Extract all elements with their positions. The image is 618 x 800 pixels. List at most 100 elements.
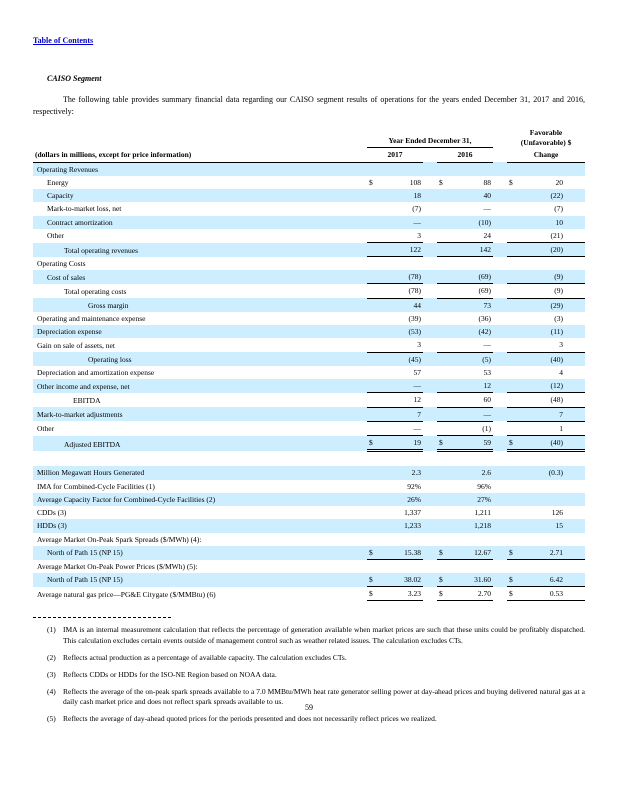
- dollar-sign-cell: $: [437, 586, 449, 602]
- table-row: Mark-to-market adjustments 7 — 7: [33, 407, 586, 422]
- column-gap-cell: [423, 270, 437, 284]
- header-spacer-cell: [33, 127, 367, 148]
- value-cell: (7): [554, 204, 564, 214]
- column-gap-cell: [565, 202, 585, 215]
- value-cell: 2.6: [449, 466, 494, 480]
- value-cell: (48): [519, 392, 566, 408]
- value-cell: 3.23: [379, 586, 423, 602]
- dollar-sign-cell: [367, 379, 379, 393]
- value-cell: 38.02: [379, 572, 423, 588]
- footnote-text: Reflects CDDs or HDDs for the ISO-NE Reg…: [63, 669, 277, 679]
- value-cell: 7: [519, 407, 566, 422]
- column-gap-cell: [493, 466, 508, 480]
- footnote-text: IMA is an internal measurement calculati…: [63, 625, 585, 645]
- column-gap-cell: [565, 242, 586, 258]
- dollar-sign-cell: [367, 392, 379, 408]
- row-label: Mark-to-market adjustments: [33, 407, 367, 422]
- row-label: North of Path 15 (NP 15): [33, 545, 367, 560]
- dollar-sign-cell: [507, 325, 520, 339]
- value-cell: (69): [449, 283, 494, 299]
- dollar-sign-cell: $: [507, 572, 520, 588]
- row-label: HDDs (3): [33, 519, 367, 533]
- value-cell: [519, 492, 566, 507]
- dollar-sign-cell: [367, 533, 379, 546]
- column-gap-cell: [565, 586, 586, 602]
- value-cell: (39): [408, 313, 422, 323]
- table-of-contents-link[interactable]: Table of Contents: [33, 36, 94, 45]
- dollar-sign-cell: [437, 519, 449, 533]
- value-cell: [379, 533, 423, 546]
- value-cell: —: [483, 204, 492, 214]
- dollar-sign-cell: [437, 407, 449, 422]
- column-gap-cell: [493, 312, 507, 325]
- dollar-sign-cell: [507, 229, 519, 243]
- header-spacer-cell: [493, 148, 507, 162]
- table-row: Other — (1) 1: [33, 421, 586, 437]
- row-label: Depreciation expense: [33, 325, 367, 339]
- row-label: Gain on sale of assets, net: [37, 340, 115, 350]
- table-row: Adjusted EBITDA $19 $59 $ (40): [33, 435, 586, 453]
- column-gap-cell: [565, 176, 585, 189]
- value-cell: 18: [379, 189, 423, 203]
- value-cell: 1,218: [449, 519, 494, 533]
- column-gap-cell: [565, 229, 585, 243]
- header-row-1: Year Ended December 31, Favorable (Unfav…: [33, 127, 585, 149]
- dollar-sign-cell: [367, 189, 379, 203]
- column-gap-cell: [423, 229, 437, 243]
- table-row: Gross margin 44 73 (29): [33, 298, 586, 312]
- row-label: Contract amortization: [33, 215, 367, 229]
- column-gap-cell: [565, 270, 586, 284]
- column-gap-cell: [423, 298, 437, 312]
- value-cell: 60: [449, 392, 494, 408]
- value-cell: (9): [519, 270, 566, 284]
- value-cell: 44: [379, 298, 423, 312]
- dollar-sign-cell: [367, 351, 379, 366]
- dollar-sign-cell: [367, 312, 379, 325]
- footnote-separator: [33, 617, 171, 619]
- dollar-sign-cell: [367, 325, 379, 339]
- favorable-header: Favorable (Unfavorable) $: [507, 127, 585, 148]
- value-cell: 7: [379, 407, 423, 422]
- value-cell: 53: [483, 367, 492, 377]
- column-gap-cell: [493, 298, 508, 312]
- page-number: 59: [305, 703, 313, 712]
- dollar-sign-cell: [437, 379, 449, 393]
- row-label: IMA for Combined-Cycle Facilities (1): [37, 481, 155, 491]
- dollar-sign-cell: $: [367, 586, 379, 602]
- row-label: Operating Costs: [37, 258, 86, 268]
- row-label: Mark-to-market loss, net: [47, 204, 122, 214]
- column-gap-cell: [565, 466, 586, 480]
- row-label: EBITDA: [73, 395, 101, 405]
- dollar-sign-cell: [507, 421, 520, 437]
- value-cell: [519, 480, 565, 493]
- column-gap-cell: [493, 257, 507, 270]
- dollar-sign-cell: $: [509, 177, 513, 187]
- dollar-sign-cell: $: [367, 435, 379, 453]
- column-gap-cell: [565, 298, 586, 312]
- dollar-sign-cell: [367, 229, 379, 243]
- value-cell: [379, 162, 423, 176]
- column-gap-cell: [493, 162, 508, 176]
- column-gap-cell: [493, 421, 507, 435]
- dollars-note: (dollars in millions, except for price i…: [33, 147, 367, 163]
- column-gap-cell: [423, 421, 437, 435]
- value-cell: (45): [379, 351, 423, 366]
- footnote-number: (2): [47, 652, 56, 662]
- table-row: Gain on sale of assets, net 3 — 3: [33, 338, 585, 352]
- column-gap-cell: [493, 379, 508, 393]
- dollar-sign-cell: [507, 202, 519, 215]
- financial-table-body: Operating Revenues Energy $108 $88 $20 Capaci…: [33, 162, 586, 602]
- value-cell: —: [449, 407, 494, 422]
- dollar-sign-cell: [507, 189, 520, 203]
- table-row: Contract amortization — (10) 10: [33, 215, 586, 229]
- footnote: (5) Reflects the average of day-ahead qu…: [47, 714, 585, 724]
- column-gap-cell: [493, 492, 508, 507]
- header-row-2: (dollars in millions, except for price i…: [33, 147, 586, 163]
- column-gap-cell: [423, 480, 437, 493]
- table-row: Capacity 18 40 (22): [33, 189, 586, 203]
- dollar-sign-cell: [507, 519, 520, 533]
- column-gap-cell: [493, 242, 508, 257]
- value-cell: 1,233: [379, 519, 423, 533]
- column-gap-cell: [423, 533, 437, 546]
- row-label: Average Market On-Peak Power Prices ($/M…: [37, 561, 198, 571]
